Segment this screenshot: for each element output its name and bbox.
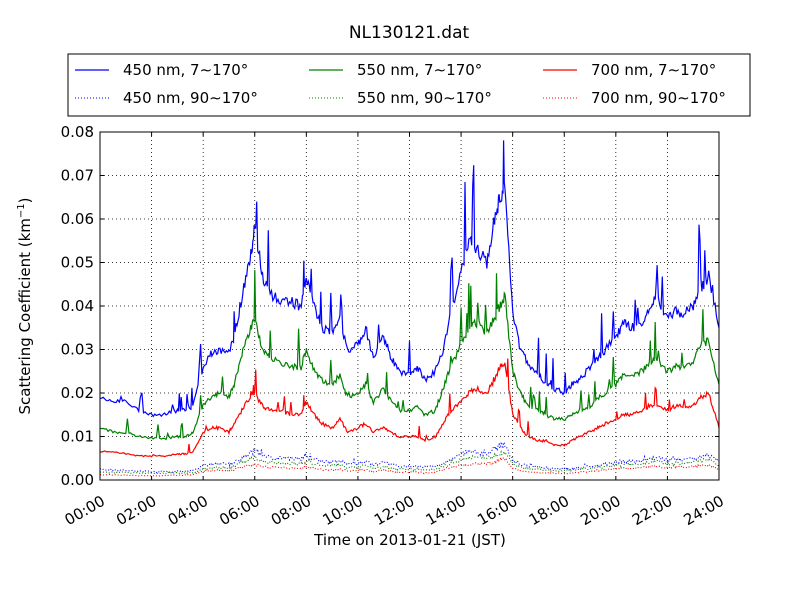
x-axis-label: Time on 2013-01-21 (JST) (313, 531, 506, 549)
series-line-2 (99, 269, 720, 441)
y-axis-label-sup: −1 (16, 203, 27, 218)
plot-background (100, 132, 719, 480)
x-tick-label: 14:00 (423, 492, 469, 529)
legend-label-2: 550 nm, 7∼170° (357, 61, 482, 79)
legend-label-5: 550 nm, 90∼170° (357, 89, 492, 107)
y-axis-label-close: ) (16, 197, 34, 203)
y-tick-label: 0.06 (61, 210, 94, 228)
y-tick-label: 0.01 (61, 428, 94, 446)
series-line-3 (99, 358, 720, 458)
x-tick-label: 20:00 (577, 492, 623, 529)
series-line-1 (99, 140, 720, 418)
legend-label-6: 700 nm, 90∼170° (591, 89, 726, 107)
chart-title: NL130121.dat (349, 23, 470, 43)
y-axis-label: Scattering Coefficient (km−1) (16, 197, 34, 414)
x-tick-label: 00:00 (62, 492, 108, 529)
x-tick-label: 04:00 (165, 492, 211, 529)
x-tick-label: 02:00 (113, 492, 159, 529)
x-tick-label: 08:00 (268, 492, 314, 529)
x-tick-label: 16:00 (474, 492, 520, 529)
y-tick-label: 0.08 (61, 123, 94, 141)
legend-label-4: 450 nm, 90∼170° (123, 89, 258, 107)
x-tick-label: 12:00 (371, 492, 417, 529)
x-tick-label: 22:00 (629, 492, 675, 529)
y-tick-label: 0.07 (61, 167, 94, 185)
series-line-6 (99, 456, 720, 477)
y-tick-label: 0.03 (61, 341, 94, 359)
y-axis-label-main: Scattering Coefficient (km (16, 218, 34, 414)
y-tick-label: 0.00 (61, 471, 94, 489)
legend-label-1: 450 nm, 7∼170° (123, 61, 248, 79)
plot-area (100, 132, 719, 480)
x-tick-label: 18:00 (526, 492, 572, 529)
x-tick-label: 06:00 (216, 492, 262, 529)
series-line-5 (99, 449, 719, 475)
y-tick-label: 0.05 (61, 254, 94, 272)
legend-frame (67, 53, 751, 117)
y-tick-label: 0.04 (61, 297, 94, 315)
x-tick-label: 10:00 (319, 492, 365, 529)
x-tick-label: 24:00 (681, 492, 727, 529)
y-tick-label: 0.02 (61, 384, 94, 402)
legend-label-3: 700 nm, 7∼170° (591, 61, 716, 79)
legend: 450 nm, 7∼170° 550 nm, 7∼170° 700 nm, 7∼17… (67, 53, 751, 117)
series-lines (99, 140, 720, 477)
